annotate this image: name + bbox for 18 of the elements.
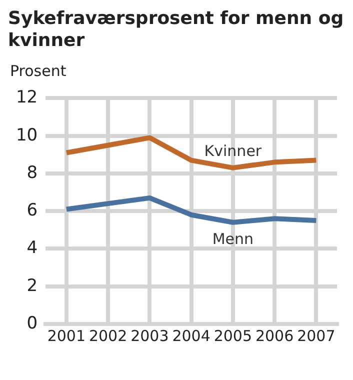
- y-tick-label: 0: [26, 313, 38, 334]
- y-tick-label: 10: [16, 125, 38, 146]
- y-tick-label: 2: [26, 276, 38, 296]
- x-tick-label: 2003: [130, 326, 169, 345]
- y-tick-label: 4: [26, 238, 38, 258]
- x-tick-label: 2007: [297, 326, 336, 345]
- y-axis-title: Prosent: [10, 62, 68, 80]
- series-label: Kvinner: [204, 142, 262, 160]
- x-tick-label: 2005: [214, 326, 252, 345]
- y-tick-label: 6: [26, 200, 38, 221]
- x-tick-label: 2002: [88, 326, 128, 345]
- y-tick-label: 8: [26, 162, 38, 183]
- x-tick-label: 2004: [172, 326, 210, 345]
- y-tick-label: 12: [16, 88, 38, 108]
- chart-title: Sykefraværsprosent for menn og kvinner: [8, 8, 345, 52]
- series-label: Menn: [212, 230, 254, 248]
- x-tick-label: 2001: [47, 326, 86, 345]
- x-tick-label: 2006: [255, 326, 294, 345]
